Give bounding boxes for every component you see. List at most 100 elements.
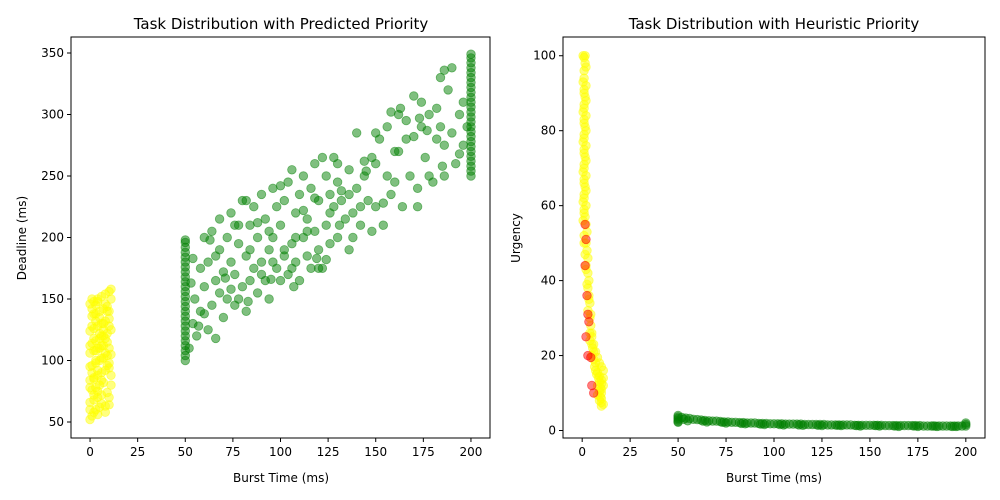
data-point bbox=[321, 171, 331, 181]
data-point bbox=[344, 189, 354, 200]
data-point bbox=[371, 128, 381, 138]
y-tick-label: 150 bbox=[41, 292, 64, 306]
data-point bbox=[679, 414, 689, 425]
x-tick-label: 0 bbox=[86, 445, 94, 459]
data-point bbox=[237, 282, 248, 292]
data-point bbox=[367, 226, 377, 237]
data-point bbox=[191, 331, 202, 341]
data-point bbox=[302, 214, 312, 224]
data-point bbox=[96, 398, 107, 409]
data-point bbox=[325, 208, 335, 218]
data-point bbox=[310, 193, 320, 203]
y-axis-label: Deadline (ms) bbox=[15, 196, 29, 280]
y-tick-label: 350 bbox=[41, 46, 64, 60]
data-point bbox=[207, 300, 217, 310]
data-point bbox=[344, 245, 354, 255]
data-point bbox=[416, 97, 427, 107]
data-point bbox=[424, 109, 434, 120]
data-point bbox=[249, 263, 259, 274]
data-point bbox=[332, 177, 343, 187]
data-point bbox=[439, 171, 450, 181]
data-point bbox=[279, 245, 290, 255]
data-point bbox=[226, 284, 236, 294]
x-tick-label: 0 bbox=[578, 445, 586, 459]
data-point bbox=[355, 201, 366, 212]
data-point bbox=[245, 275, 255, 286]
data-point bbox=[432, 103, 442, 114]
x-axis-ticks: 0 25 50 75 100 125 150 175 200 bbox=[86, 438, 482, 459]
data-point bbox=[928, 421, 938, 431]
data-point bbox=[222, 232, 232, 243]
data-point bbox=[186, 278, 196, 288]
data-point bbox=[106, 380, 116, 390]
data-point bbox=[205, 235, 215, 245]
data-point bbox=[832, 420, 843, 431]
data-point bbox=[451, 158, 461, 169]
chart-heuristic-priority: Task Distribution with Heuristic Priorit… bbox=[509, 15, 986, 485]
data-point bbox=[334, 220, 345, 230]
data-point bbox=[371, 201, 381, 212]
data-point bbox=[698, 416, 708, 426]
data-point bbox=[264, 245, 274, 255]
data-point bbox=[361, 166, 371, 176]
data-point bbox=[466, 49, 476, 59]
x-tick-label: 150 bbox=[858, 445, 881, 459]
data-point bbox=[287, 263, 297, 274]
data-point bbox=[813, 420, 823, 431]
data-point bbox=[312, 253, 322, 264]
data-point bbox=[256, 189, 267, 200]
data-point bbox=[241, 195, 251, 206]
data-point bbox=[851, 420, 862, 431]
data-point bbox=[275, 181, 286, 191]
data-point bbox=[210, 251, 221, 261]
data-point bbox=[412, 201, 423, 212]
data-point bbox=[106, 370, 116, 381]
data-point bbox=[432, 134, 442, 144]
data-point bbox=[268, 257, 278, 267]
data-point bbox=[909, 421, 919, 431]
data-point bbox=[890, 421, 900, 431]
x-tick-label: 100 bbox=[269, 445, 292, 459]
y-axis-ticks: 0 20 40 60 80 100 bbox=[533, 49, 563, 438]
data-point bbox=[210, 333, 221, 344]
data-point bbox=[96, 331, 107, 341]
data-point bbox=[89, 390, 99, 400]
data-point bbox=[961, 418, 971, 428]
data-point bbox=[580, 249, 590, 260]
data-point bbox=[386, 189, 396, 200]
data-point bbox=[586, 352, 596, 363]
data-point bbox=[443, 85, 453, 95]
data-point bbox=[321, 220, 331, 230]
data-point bbox=[596, 401, 607, 411]
data-point bbox=[298, 205, 309, 216]
data-point bbox=[256, 269, 267, 280]
data-point bbox=[755, 419, 766, 429]
data-point bbox=[462, 122, 472, 132]
chart-title: Task Distribution with Heuristic Priorit… bbox=[628, 15, 920, 33]
data-point bbox=[92, 296, 103, 307]
chart-title: Task Distribution with Predicted Priorit… bbox=[133, 15, 429, 33]
data-point bbox=[260, 214, 271, 224]
data-point bbox=[89, 309, 99, 319]
data-point bbox=[390, 177, 400, 187]
data-point bbox=[454, 149, 465, 159]
data-point bbox=[340, 214, 351, 224]
data-point bbox=[447, 128, 457, 138]
data-point bbox=[210, 275, 221, 286]
data-point bbox=[582, 290, 592, 301]
data-point bbox=[580, 51, 590, 61]
x-tick-label: 100 bbox=[763, 445, 786, 459]
x-tick-label: 50 bbox=[670, 445, 685, 459]
data-point bbox=[409, 131, 419, 142]
data-point bbox=[193, 321, 204, 331]
data-point bbox=[302, 226, 312, 237]
data-point bbox=[435, 122, 446, 132]
y-tick-label: 0 bbox=[548, 424, 556, 438]
data-point bbox=[252, 288, 263, 298]
data-point bbox=[230, 269, 240, 280]
y-tick-label: 100 bbox=[41, 354, 64, 368]
data-point bbox=[435, 72, 446, 83]
data-point bbox=[580, 260, 590, 271]
data-point bbox=[420, 152, 430, 163]
data-point bbox=[947, 421, 958, 432]
